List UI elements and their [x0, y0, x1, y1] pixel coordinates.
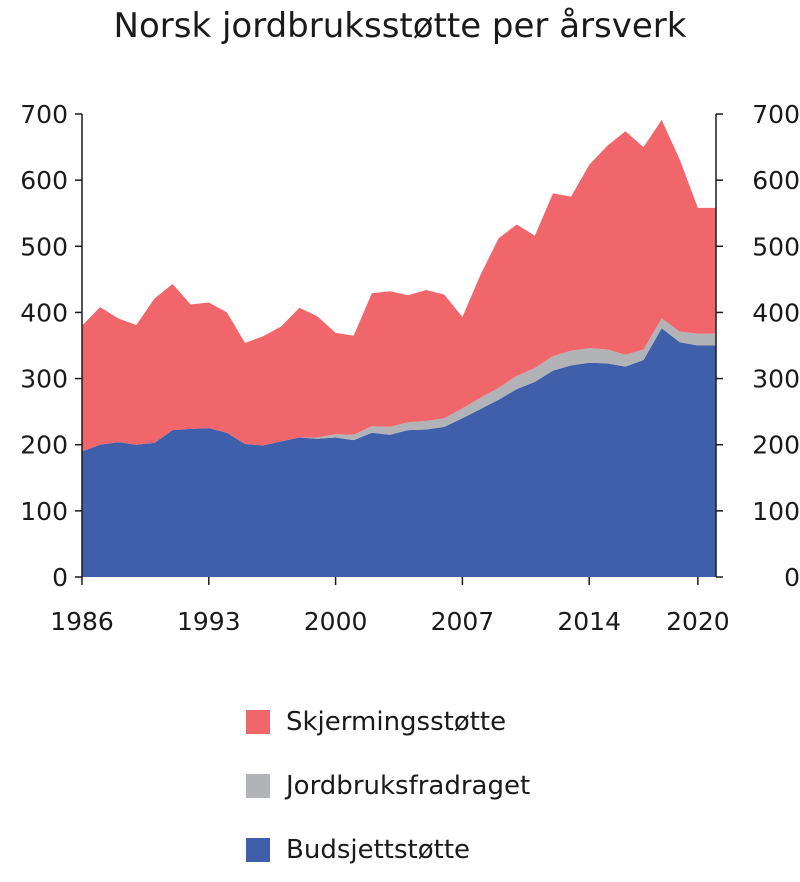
legend-item: Skjermingsstøtte [246, 690, 530, 754]
y-tick-label-right: 500 [752, 232, 800, 261]
legend-swatch [246, 838, 270, 862]
legend-label: Skjermingsstøtte [286, 707, 507, 737]
y-tick-label-left: 500 [20, 232, 68, 261]
y-tick-label-left: 400 [20, 298, 68, 327]
legend-item: Jordbruksfradraget [246, 754, 530, 818]
y-tick-label-left: 600 [20, 166, 68, 195]
y-tick-label-right: 100 [752, 497, 800, 526]
legend-swatch [246, 774, 270, 798]
legend-label: Budsjettstøtte [286, 835, 471, 865]
y-axis-left: 0 100 200 300 400 500 600 700 [20, 100, 83, 592]
x-tick-label: 1993 [177, 607, 241, 636]
y-tick-label-right: 0 [784, 563, 800, 592]
y-tick-label-right: 200 [752, 431, 800, 460]
area-jordbruksfradraget [82, 318, 716, 452]
chart-title: Norsk jordbruksstøtte per årsverk [113, 6, 687, 46]
x-tick-label: 2014 [557, 607, 621, 636]
y-tick-label-right: 300 [752, 365, 800, 394]
x-tick-label: 2007 [431, 607, 495, 636]
legend-swatch [246, 710, 270, 734]
y-tick-label-left: 700 [20, 100, 68, 129]
area-budsjettstøtte [82, 328, 716, 577]
y-tick-label-right: 600 [752, 166, 800, 195]
y-tick-label-left: 300 [20, 365, 68, 394]
legend-label: Jordbruksfradraget [286, 771, 531, 801]
x-axis: 1986 1993 2000 2007 2014 2020 [50, 577, 730, 636]
y-axis-right: 0 100 200 300 400 500 600 700 [715, 100, 800, 592]
x-tick-label: 2000 [304, 607, 368, 636]
y-tick-label-left: 0 [52, 563, 68, 592]
x-tick-label: 2020 [666, 607, 730, 636]
x-tick-label: 1986 [50, 607, 114, 636]
y-tick-label-left: 200 [20, 431, 68, 460]
area-layer [82, 119, 716, 577]
y-tick-label-left: 100 [20, 497, 68, 526]
legend: Skjermingsstøtte Jordbruksfradraget Budsje… [246, 690, 530, 882]
y-tick-label-right: 400 [752, 298, 800, 327]
legend-item: Budsjettstøtte [246, 818, 530, 882]
area-skjermingsstøtte [82, 119, 716, 452]
y-tick-label-right: 700 [752, 100, 800, 129]
